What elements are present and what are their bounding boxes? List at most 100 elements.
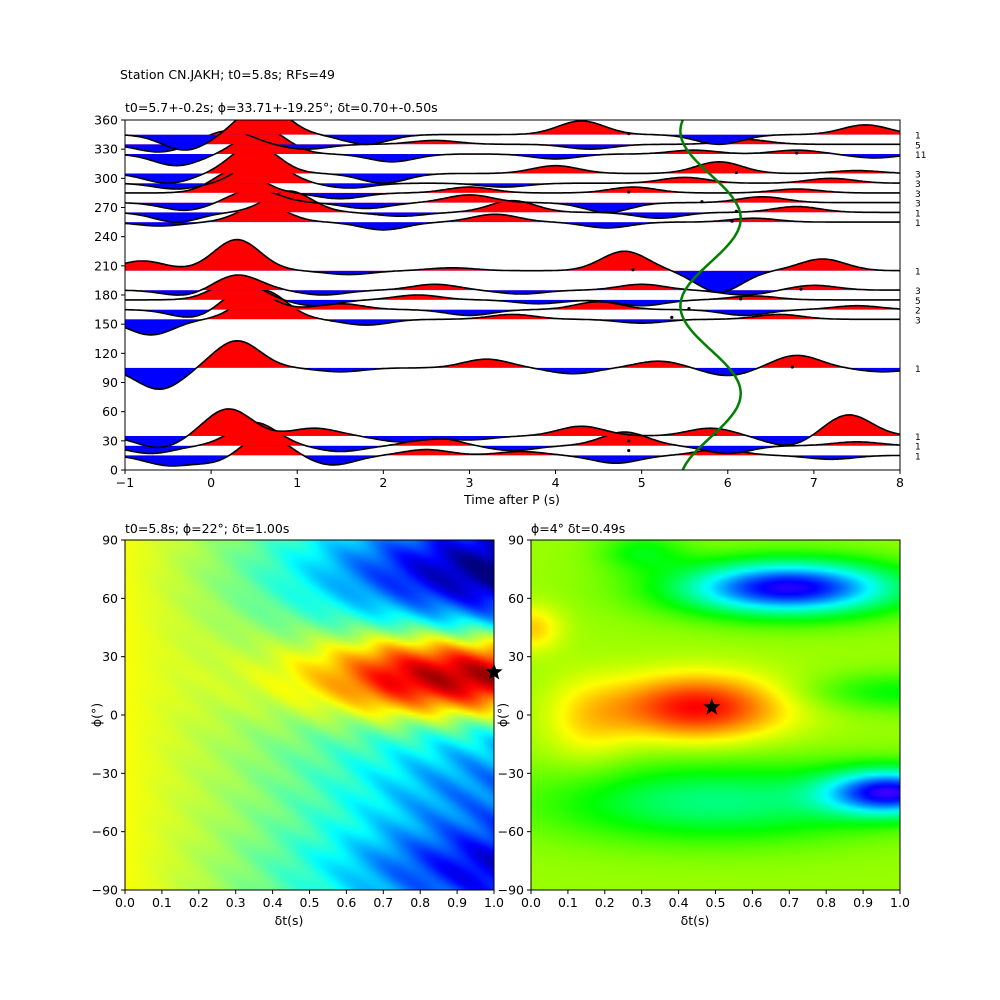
energy-ylabel: ϕ(°) [89,703,104,727]
right-y-tick-label: 90 [508,533,524,548]
right-x-tick-label: 0.5 [706,895,726,910]
rf-marker [795,151,799,155]
rf-marker [700,200,704,204]
rf-trace-count: 3 [915,190,921,200]
rf-traces [125,120,900,467]
rf-y-tick-label: 30 [102,433,118,448]
left-y-tick-label: 30 [102,649,118,664]
rf-marker [631,268,635,272]
rf-marker [730,219,734,223]
figure-suptitle: Station CN.JAKH; t0=5.8s; RFs=49 [120,67,335,82]
energy-best-star [485,663,503,680]
left-y-tick-label: 60 [102,591,118,606]
right-x-tick-label: 0.9 [853,895,873,910]
rf-x-tick-label: 8 [896,475,904,490]
energy-title: t0=5.8s; ϕ=22°; δt=1.00s [125,521,289,536]
rf-trace-count: 2 [915,307,921,317]
rf-trace [125,408,900,449]
rf-negative-fill [125,290,900,296]
rf-negative-fill [125,367,900,390]
rf-y-tick-label: 360 [94,113,118,128]
left-x-tick-label: 0.1 [152,895,172,910]
left-x-tick-label: 0.8 [410,895,430,910]
rf-y-tick-label: 240 [94,229,118,244]
rf-xlabel: Time after P (s) [463,492,560,507]
rf-x-tick-label: 4 [552,475,560,490]
rf-trace [125,238,900,293]
rf-panel: t0=5.7+-0.2s; ϕ=33.71+-19.25°; δt=0.70+-… [94,100,926,507]
correlation-xlabel: δt(s) [681,913,710,928]
right-x-tick-label: 0.0 [521,895,541,910]
correlation-panel: ϕ=4° δt=0.49s 0.0 0.1 0.2 0.3 0.4 0.5 0.6 0.7 0.… [495,521,910,928]
rf-marker [670,315,674,319]
rf-trace-count: 5 [915,297,921,307]
rf-marker [627,190,631,194]
rf-marker [627,439,631,443]
right-y-tick-label: 30 [508,649,524,664]
left-y-tick-label: −60 [92,824,118,839]
rf-y-tick-label: 150 [94,317,118,332]
rf-x-tick-label: 3 [465,475,473,490]
right-x-tick-label: 0.2 [595,895,615,910]
left-x-tick-label: 0.7 [373,895,393,910]
rf-trace-count: 1 [915,452,921,462]
right-y-tick-label: −90 [498,883,524,898]
rf-x-tick-label: 6 [724,475,732,490]
rf-negative-fill [125,445,900,454]
rf-trace [125,274,900,296]
rf-marker [799,287,803,291]
rf-y-tick-label: 120 [94,346,118,361]
left-x-tick-label: 0.9 [447,895,467,910]
rf-trace-count: 3 [915,316,921,326]
correlation-heatmap [531,540,900,890]
fast-axis-curve [679,120,742,470]
rf-x-tick-label: 2 [379,475,387,490]
left-x-tick-label: 0.0 [115,895,135,910]
right-y-tick-label: 60 [508,591,524,606]
left-y-tick-label: 90 [102,533,118,548]
rf-y-tick-label: 270 [94,200,118,215]
energy-x-axis: 0.0 0.1 0.2 0.3 0.4 0.5 0.6 0.7 0.8 0.9 1.0 [115,890,504,910]
left-x-tick-label: 0.5 [300,895,320,910]
rf-y-tick-label: 60 [102,404,118,419]
rf-trace [125,120,900,151]
rf-y-tick-label: 210 [94,258,118,273]
rf-marker [734,209,738,213]
correlation-ylabel: ϕ(°) [495,703,510,727]
right-x-tick-label: 0.8 [816,895,836,910]
rf-y-tick-label: 180 [94,288,118,303]
left-x-tick-label: 0.6 [336,895,356,910]
rf-marker [734,170,738,175]
rf-marker [627,132,631,136]
rf-marker [790,365,794,369]
left-y-tick-label: −30 [92,766,118,781]
correlation-y-axis: −90 −60 −30 0 30 60 90 [498,533,531,898]
energy-y-axis: −90 −60 −30 0 30 60 90 [92,533,125,898]
rf-trace-count: 3 [915,287,921,297]
energy-heatmap [125,540,494,890]
right-y-tick-label: −30 [498,766,524,781]
rf-trace-count: 3 [915,200,921,210]
right-x-tick-label: 0.4 [669,895,689,910]
rf-trace [125,130,900,153]
right-y-tick-label: −60 [498,824,524,839]
rf-trace-count: 1 [915,268,921,278]
right-x-tick-label: 0.1 [558,895,578,910]
right-x-tick-label: 1.0 [890,895,910,910]
rf-x-tick-label: 1 [293,475,301,490]
rf-x-axis: −1 0 1 2 3 4 5 6 7 8 [116,470,904,490]
rf-trace-count: 1 [915,219,921,229]
rf-y-tick-label: 330 [94,142,118,157]
rf-trace-count: 11 [915,151,926,161]
rf-y-tick-label: 90 [102,375,118,390]
rf-x-tick-label: −1 [116,475,134,490]
rf-x-tick-label: 5 [638,475,646,490]
rf-trace-count: 3 [915,180,921,190]
rf-negative-fill [125,455,900,466]
right-x-tick-label: 0.3 [632,895,652,910]
rf-trace [125,339,900,391]
right-x-tick-label: 0.7 [779,895,799,910]
rf-title: t0=5.7+-0.2s; ϕ=33.71+-19.25°; δt=0.70+-… [125,100,438,115]
